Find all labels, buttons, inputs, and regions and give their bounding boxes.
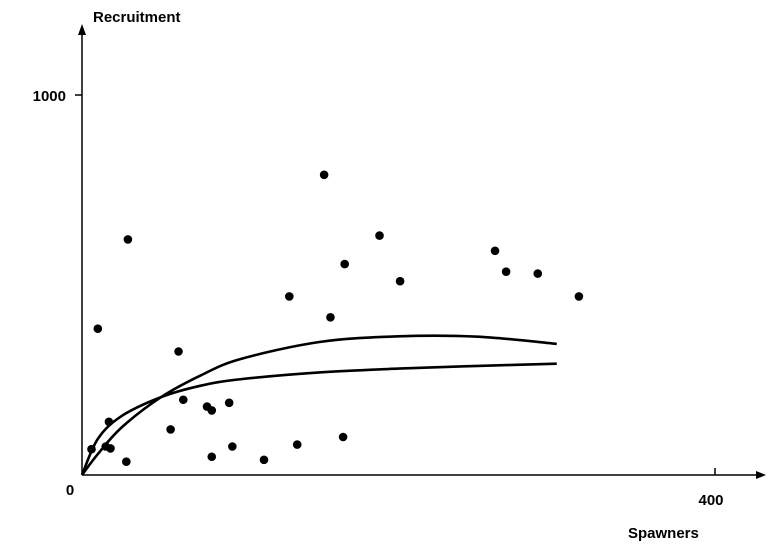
data-point bbox=[338, 432, 348, 442]
y-axis-label: Recruitment bbox=[93, 9, 181, 26]
data-point bbox=[174, 347, 183, 356]
data-point bbox=[106, 444, 115, 453]
data-point bbox=[292, 440, 302, 449]
data-point bbox=[228, 442, 237, 451]
data-point bbox=[178, 395, 188, 405]
data-point bbox=[395, 276, 405, 286]
fitted-curve-1 bbox=[80, 362, 557, 476]
data-point bbox=[207, 452, 217, 462]
axis-ticks: 0 400 1000 bbox=[33, 88, 724, 509]
y-tick-label: 1000 bbox=[33, 88, 66, 105]
data-point bbox=[501, 267, 511, 277]
data-point bbox=[104, 417, 114, 427]
data-point bbox=[259, 455, 269, 465]
fitted-curves bbox=[80, 334, 557, 476]
y-axis-arrow-icon bbox=[78, 24, 86, 35]
data-point bbox=[166, 425, 175, 434]
data-point bbox=[326, 313, 335, 322]
data-point bbox=[207, 406, 217, 415]
scatter-points bbox=[87, 170, 584, 467]
data-point bbox=[93, 324, 103, 334]
x-axis-label: Spawners bbox=[628, 525, 699, 542]
data-point bbox=[490, 246, 500, 256]
data-point bbox=[224, 398, 234, 408]
data-point bbox=[340, 259, 349, 269]
data-point bbox=[375, 231, 384, 240]
data-point bbox=[285, 292, 294, 301]
fitted-curve-2 bbox=[80, 334, 557, 476]
data-point bbox=[122, 457, 131, 467]
x-tick-label: 0 bbox=[66, 482, 74, 499]
data-point bbox=[319, 170, 329, 180]
data-point bbox=[533, 269, 543, 278]
x-axis-arrow-icon bbox=[756, 471, 766, 479]
data-point bbox=[87, 444, 96, 454]
data-point bbox=[574, 292, 584, 301]
x-tick-label: 400 bbox=[698, 492, 723, 509]
data-point bbox=[123, 235, 133, 244]
